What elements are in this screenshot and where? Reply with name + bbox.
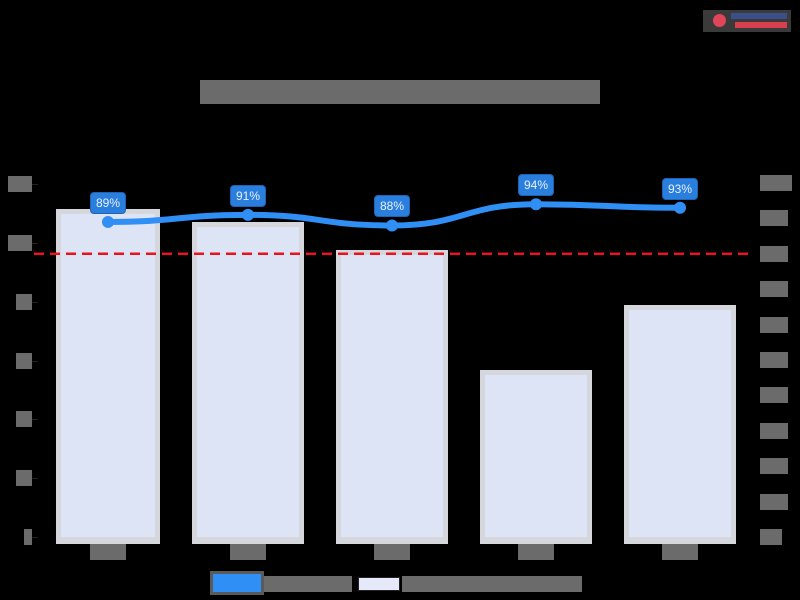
y-right-tick-label: [760, 175, 792, 191]
bar[interactable]: [624, 305, 736, 544]
y-left-tick: [32, 184, 38, 185]
y-left-tick-label: [8, 176, 32, 192]
line-point[interactable]: [102, 215, 114, 228]
y-left-tick-label: [8, 234, 32, 251]
legend-line-label[interactable]: [264, 576, 352, 592]
legend-line-swatch[interactable]: [210, 571, 264, 595]
y-right-tick-label: [760, 245, 788, 262]
data-label: 88%: [373, 195, 411, 218]
legend-bar-label[interactable]: [402, 576, 582, 592]
logo-icon: [713, 14, 726, 27]
y-right-tick-label: [760, 458, 788, 475]
x-tick-label: [662, 544, 698, 560]
y-left-tick-label: [16, 470, 32, 487]
y-right-tick-label: [760, 529, 782, 545]
chart-title: [200, 80, 600, 104]
y-left-tick: [32, 478, 38, 480]
y-left-tick: [32, 360, 38, 362]
y-right-tick-label: [760, 281, 788, 298]
y-right-tick-label: [760, 210, 788, 227]
line-point[interactable]: [242, 208, 254, 221]
data-label: 94%: [517, 174, 555, 197]
brand-logo: [703, 10, 791, 32]
x-tick-label: [518, 544, 554, 560]
y-right-tick-label: [760, 316, 788, 333]
line-point[interactable]: [530, 198, 542, 211]
bar[interactable]: [480, 369, 592, 544]
y-left-tick-label: [16, 411, 32, 428]
y-right-tick-label: [760, 352, 788, 368]
y-left-tick: [32, 242, 38, 244]
legend-bar-swatch[interactable]: [358, 577, 400, 591]
bar[interactable]: [56, 208, 160, 544]
x-tick-label: [374, 544, 410, 560]
line-point[interactable]: [386, 219, 398, 232]
y-left-tick: [32, 419, 38, 421]
x-tick-label: [90, 544, 126, 560]
bar[interactable]: [192, 221, 304, 544]
y-left-tick-label: [16, 352, 32, 369]
data-label: 91%: [229, 184, 267, 207]
data-label: 93%: [661, 177, 699, 200]
y-left-tick: [32, 301, 38, 303]
line-point[interactable]: [674, 201, 686, 214]
y-right-tick-label: [760, 387, 788, 404]
y-left-tick-label: [16, 293, 32, 310]
bar[interactable]: [336, 249, 448, 544]
x-tick-label: [230, 544, 266, 560]
logo-text-top: [731, 13, 787, 19]
y-left-tick: [32, 537, 38, 538]
y-right-tick-label: [760, 422, 788, 439]
y-left-tick-label: [24, 529, 32, 545]
y-right-tick-label: [760, 493, 788, 510]
data-label: 89%: [89, 191, 127, 214]
logo-text-bottom: [735, 22, 787, 28]
